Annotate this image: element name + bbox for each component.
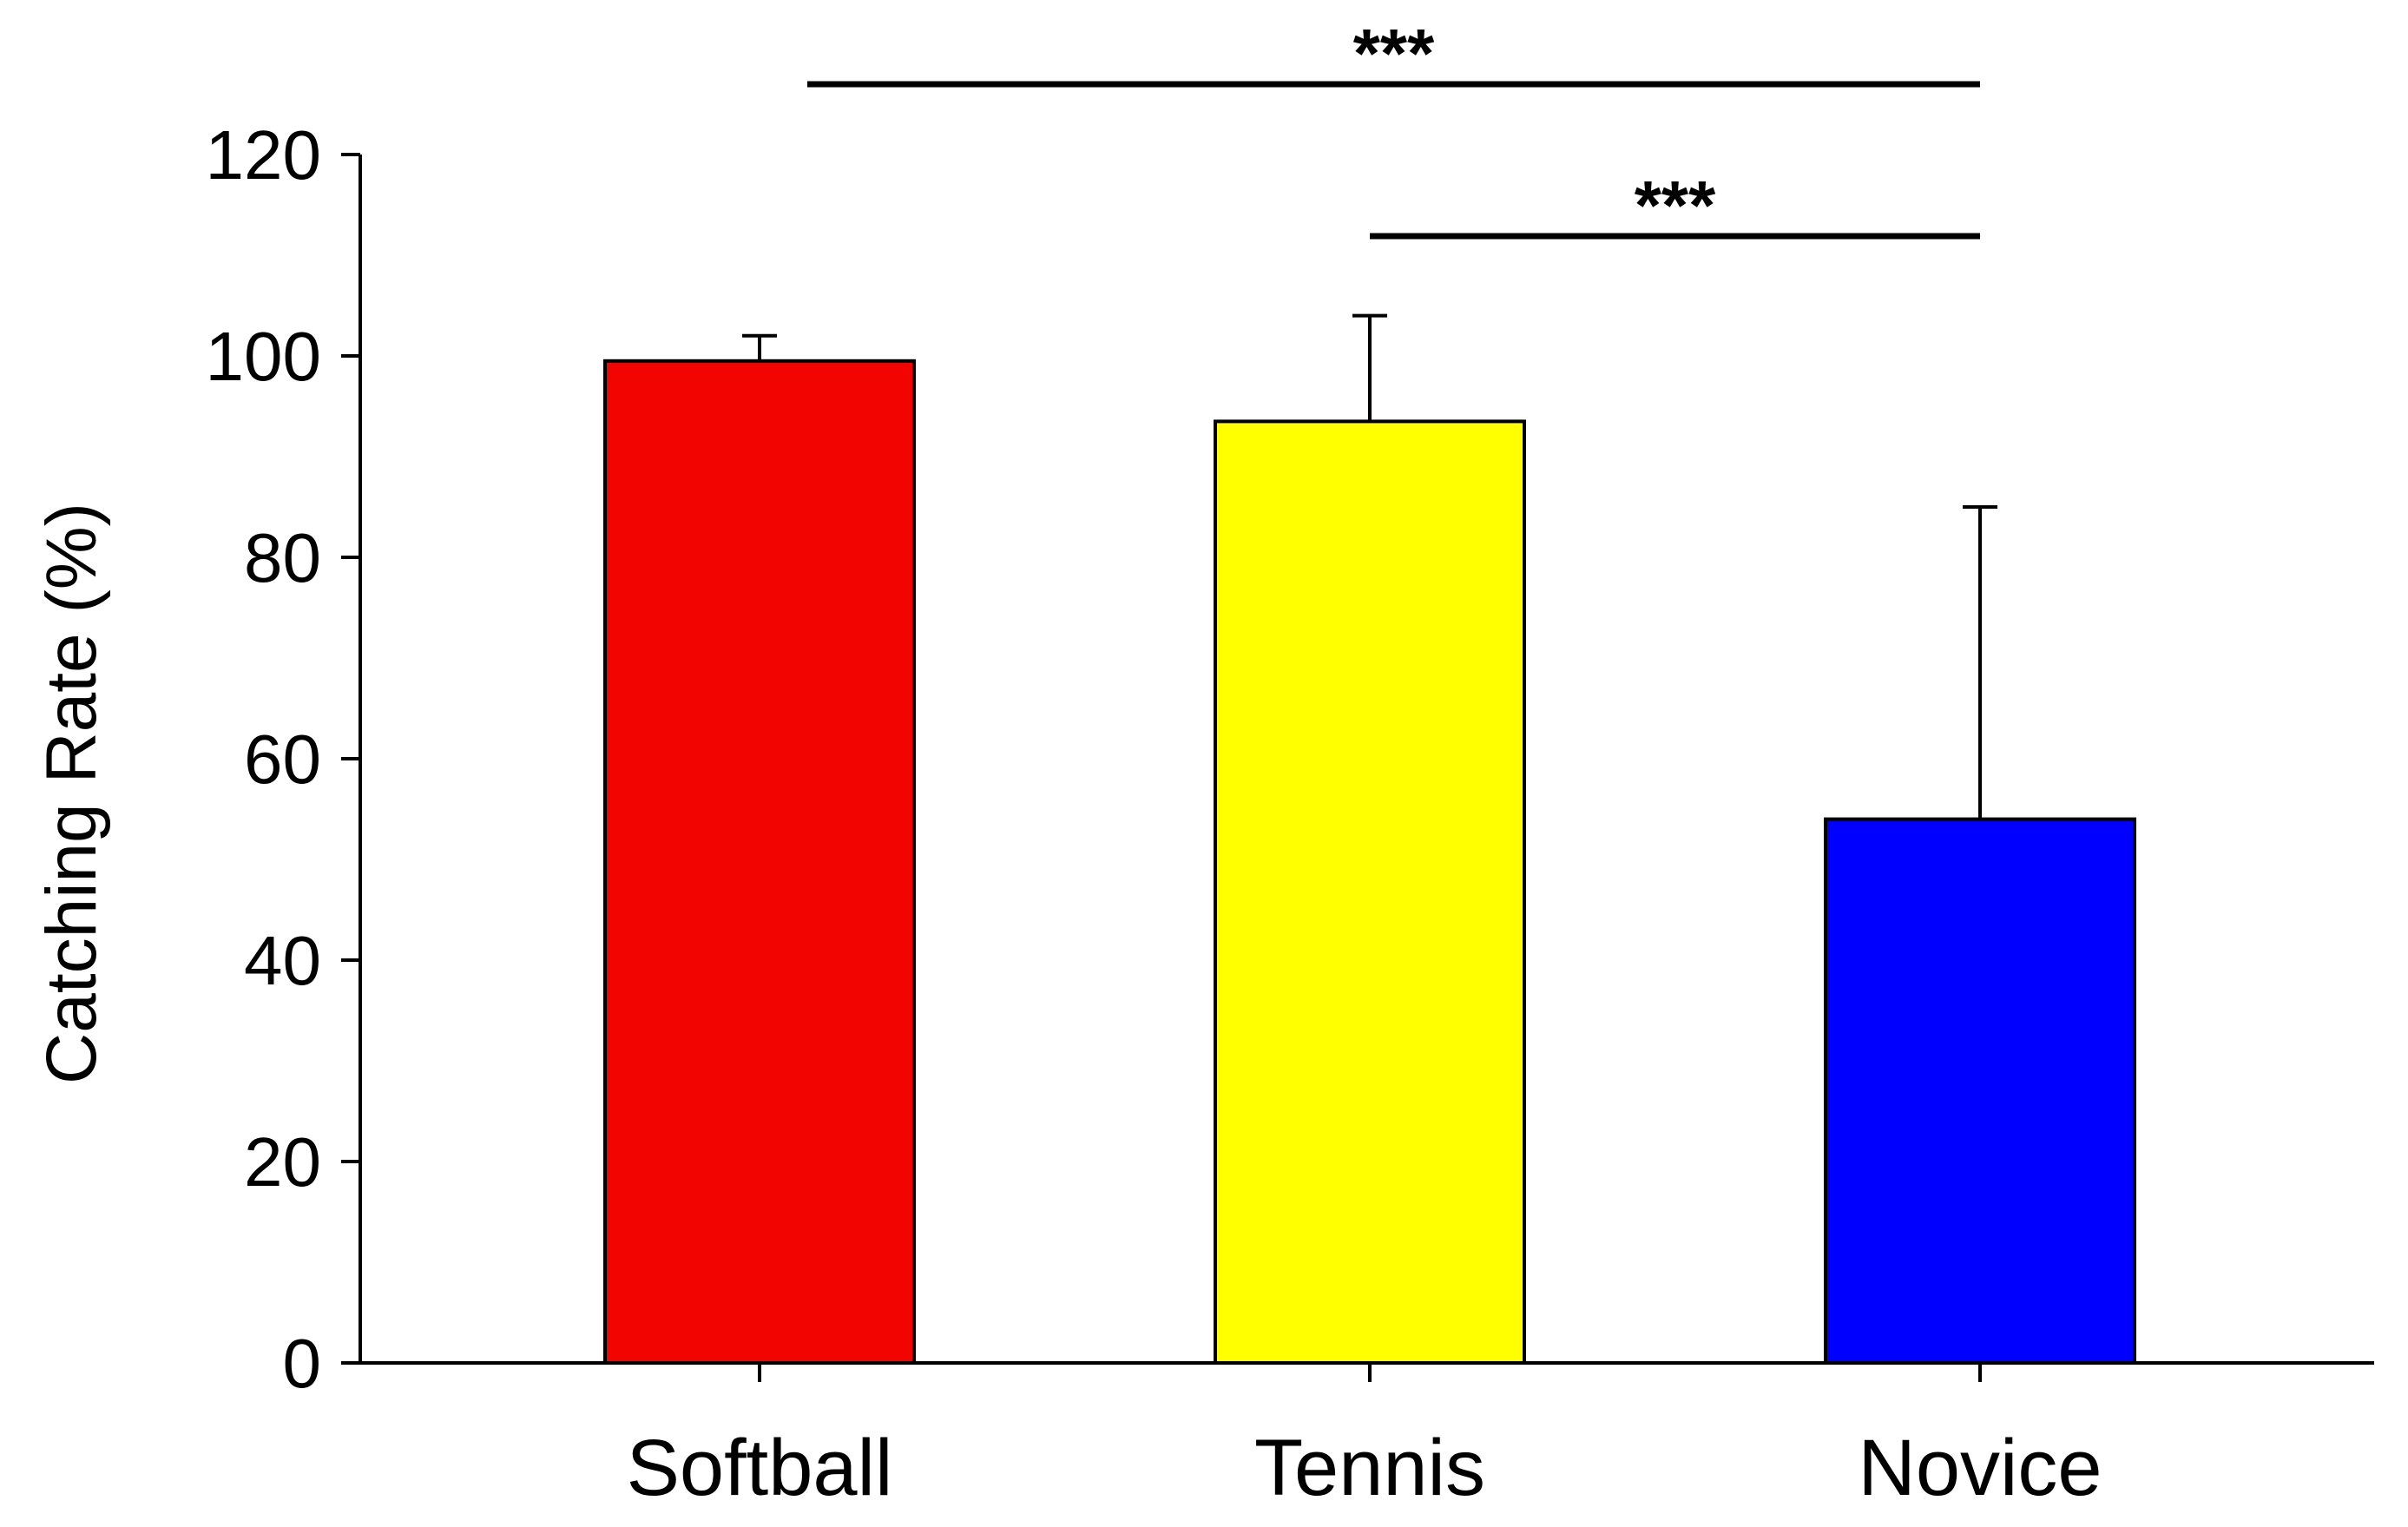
- y-axis-title: Catching Rate (%): [32, 503, 111, 1084]
- bar-softball: [603, 359, 916, 1365]
- error-bars: [742, 313, 1997, 819]
- x-tick-label: Tennis: [1254, 1424, 1485, 1512]
- significance-annotations: *** ***: [807, 15, 1980, 244]
- bar-tennis: [1214, 419, 1526, 1365]
- y-tick-label: 20: [244, 1123, 321, 1201]
- y-tick-label: 80: [244, 519, 321, 596]
- x-tick-label: Novice: [1858, 1424, 2102, 1512]
- x-tick-label: Softball: [627, 1424, 893, 1512]
- y-tick-label: 40: [244, 922, 321, 999]
- y-ticks: 0 20 40 60 80 100 120: [206, 116, 360, 1402]
- y-tick-label: 60: [244, 721, 321, 798]
- significance-label: ***: [1635, 167, 1716, 244]
- x-ticks: Softball Tennis Novice: [627, 1363, 2102, 1512]
- bars: [603, 359, 2136, 1365]
- y-tick-label: 0: [283, 1325, 322, 1402]
- bar-novice: [1824, 817, 2136, 1365]
- y-tick-label: 120: [206, 116, 321, 194]
- significance-label: ***: [1353, 15, 1435, 92]
- y-tick-label: 100: [206, 318, 321, 395]
